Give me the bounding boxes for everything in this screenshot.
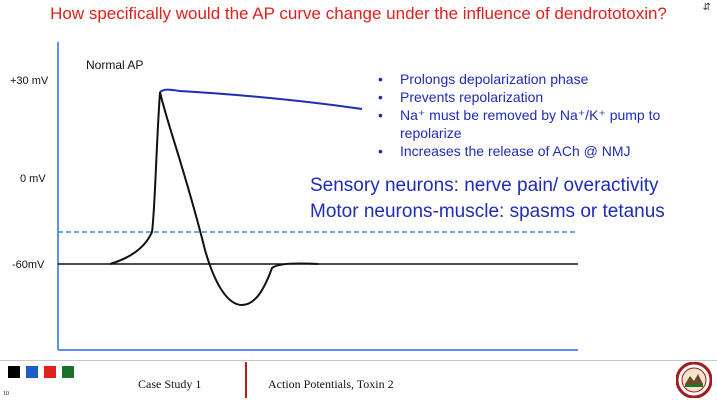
- expand-arrows-icon[interactable]: ⇵: [702, 2, 711, 13]
- color-swatch-blue: [26, 366, 38, 378]
- footer-divider: [0, 360, 717, 361]
- effects-bullet-list: • Prolongs depolarization phase • Prevents…: [378, 70, 698, 160]
- bullet-item: • Prolongs depolarization phase: [378, 71, 589, 87]
- color-swatch-green: [62, 366, 74, 378]
- y-label-zero: 0 mV: [20, 173, 46, 185]
- university-seal-icon: [676, 362, 712, 398]
- color-swatch-red: [44, 366, 56, 378]
- slide-number: 10: [3, 391, 9, 397]
- slide-title: How specifically would the AP curve chan…: [50, 4, 667, 23]
- color-swatch-black: [8, 366, 20, 378]
- footer-case-study: Case Study 1: [138, 377, 202, 391]
- motor-neurons-effect: Motor neurons-muscle: spasms or tetanus: [310, 201, 665, 222]
- bullet-dot: •: [378, 71, 383, 87]
- bullet-item: • Prevents repolarization: [378, 89, 544, 105]
- footer-separator: [245, 362, 247, 398]
- bullet-item: • Increases the release of ACh @ NMJ: [378, 143, 631, 159]
- y-label-plus-30: +30 mV: [10, 75, 49, 87]
- bullet-dot: •: [378, 107, 383, 123]
- toxin-ap-trace: [159, 88, 363, 110]
- y-label-minus-60: -60mV: [12, 259, 45, 271]
- footer-topic: Action Potentials, Toxin 2: [268, 377, 394, 391]
- normal-ap-trace: [109, 91, 319, 307]
- bullet-item: • Na⁺ must be removed by Na⁺/K⁺ pump to r…: [378, 107, 661, 141]
- bullet-dot: •: [378, 143, 383, 159]
- bullet-dot: •: [378, 89, 383, 105]
- sensory-neurons-effect: Sensory neurons: nerve pain/ overactivit…: [310, 175, 659, 196]
- action-potential-diagram: [57, 42, 578, 351]
- normal-ap-label: Normal AP: [86, 58, 144, 72]
